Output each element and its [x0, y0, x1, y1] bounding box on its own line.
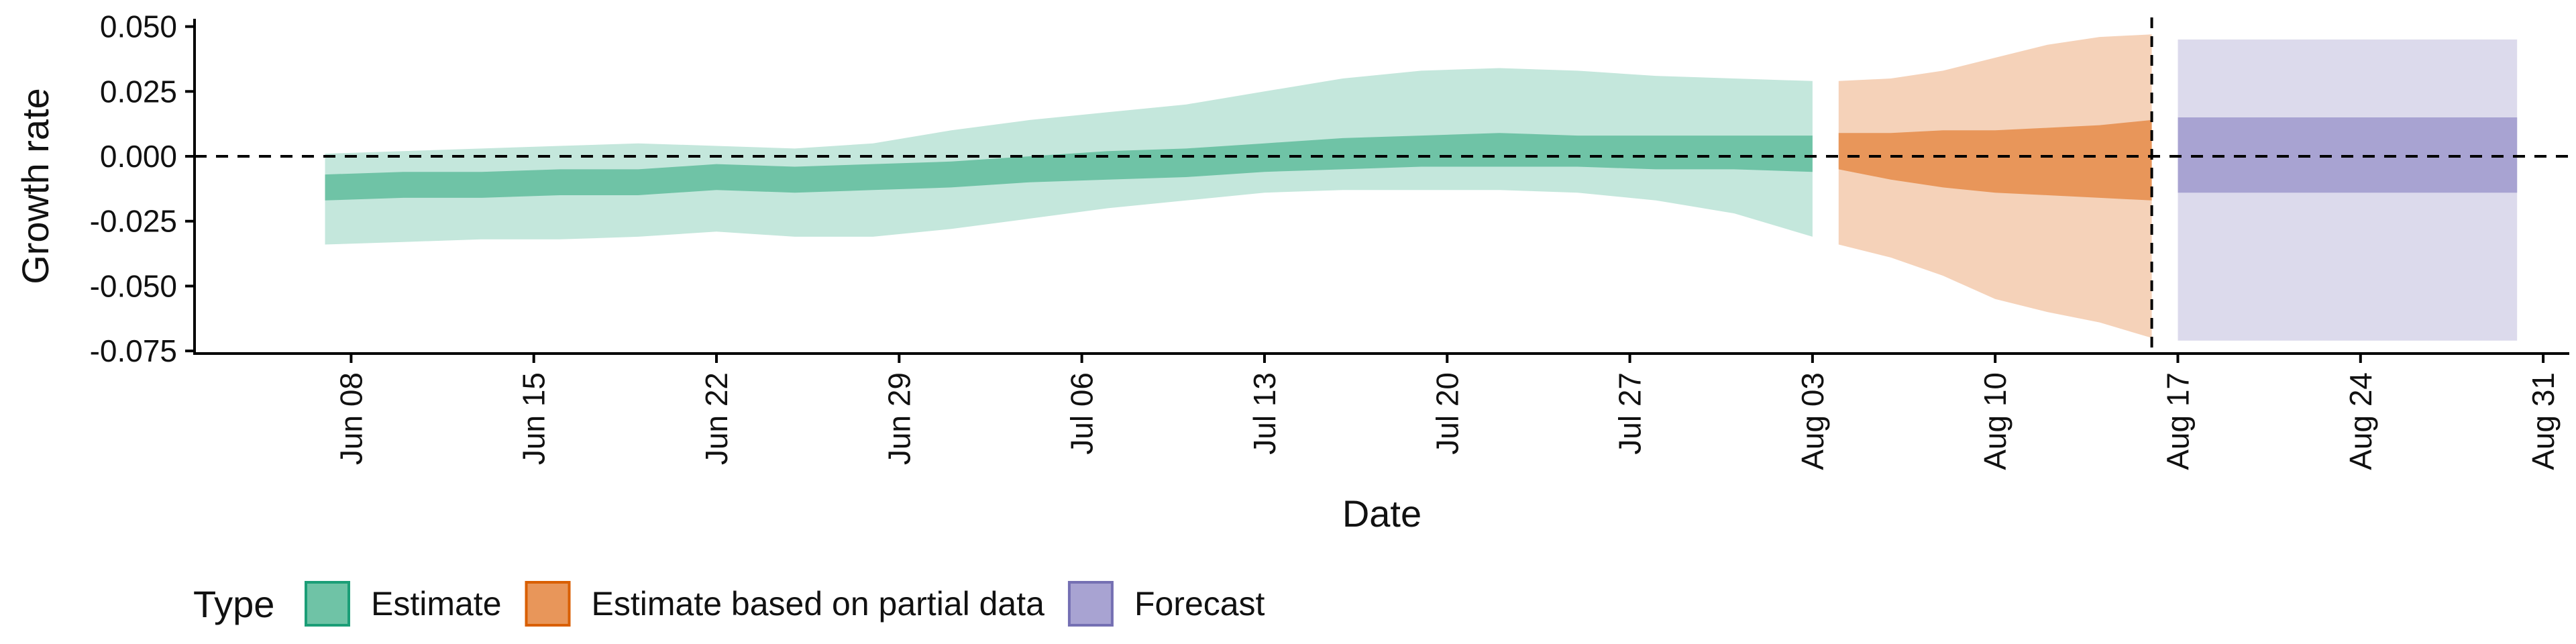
- series-1-inner-band: [1838, 119, 2152, 201]
- legend-swatch: [1067, 581, 1114, 627]
- ribbon-layer: [325, 34, 2518, 341]
- y-tick-label: 0.025: [100, 74, 177, 109]
- x-tick-label: Jun 15: [517, 372, 551, 465]
- y-tick-label: 0.050: [100, 9, 177, 44]
- y-tick-label: -0.075: [90, 333, 177, 368]
- legend-label: Estimate: [371, 585, 502, 623]
- legend-title: Type: [193, 583, 274, 625]
- x-axis-title: Date: [1342, 492, 1421, 535]
- x-tick-label: Aug 03: [1795, 372, 1830, 470]
- x-axis-ticks: Jun 08 Jun 15 Jun 22 Jun 29 Jul 06 Jul 13 Jul …: [333, 354, 2561, 470]
- x-tick-label: Aug 17: [2160, 372, 2195, 470]
- y-axis-ticks: 0.050 0.025 0.000 -0.025 -0.050 -0.075: [90, 9, 195, 368]
- x-tick-label: Jun 08: [333, 372, 368, 465]
- x-tick-label: Jun 29: [881, 372, 916, 465]
- y-tick-label: 0.000: [100, 139, 177, 174]
- x-tick-label: Jul 06: [1065, 372, 1099, 455]
- y-axis-title: Growth rate: [14, 88, 56, 284]
- x-tick-label: Aug 24: [2343, 372, 2378, 470]
- x-tick-label: Jul 13: [1247, 372, 1282, 455]
- x-tick-label: Aug 10: [1978, 372, 2012, 470]
- legend-items: Estimate Estimate based on partial data Fo…: [305, 581, 1265, 627]
- x-tick-label: Jul 27: [1613, 372, 1648, 455]
- x-tick-label: Aug 31: [2526, 372, 2561, 470]
- x-tick-label: Jul 20: [1430, 372, 1464, 455]
- legend-label: Estimate based on partial data: [592, 585, 1045, 623]
- y-tick-label: -0.050: [90, 268, 177, 303]
- legend-swatch: [525, 581, 571, 627]
- legend: Type Estimate Estimate based on partial d…: [193, 581, 1265, 627]
- legend-swatch: [305, 581, 350, 627]
- legend-label: Forecast: [1134, 585, 1265, 623]
- x-tick-label: Jun 22: [699, 372, 734, 465]
- series-0-inner-band: [325, 133, 1813, 201]
- y-tick-label: -0.025: [90, 204, 177, 239]
